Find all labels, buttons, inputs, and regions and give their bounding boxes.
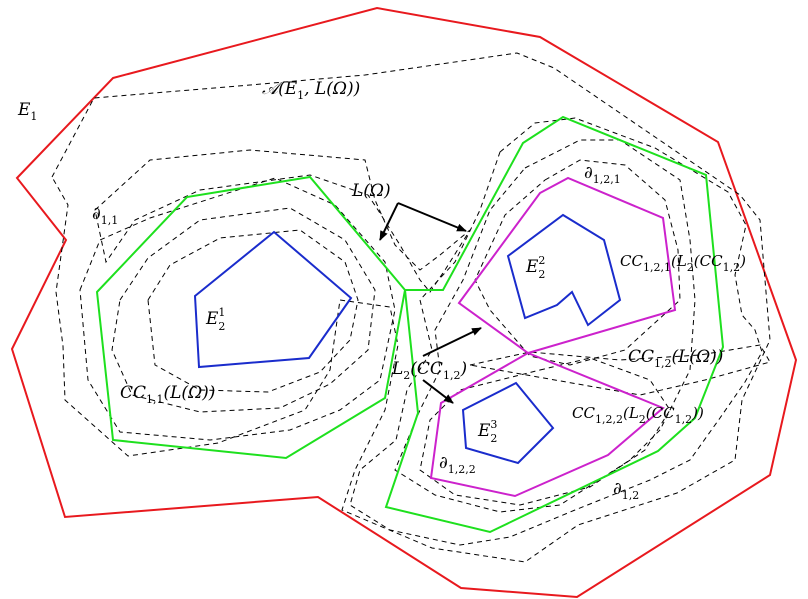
label-cc-1-2: CC1,2(L(Ω)) <box>628 347 723 370</box>
arrow-l-omega-left <box>379 202 399 241</box>
label-e1: E1 <box>17 100 37 123</box>
label-e2-1: E1 2 <box>205 306 225 333</box>
label-l-omega: L(Ω) <box>351 181 391 201</box>
annulus-outer-dashed <box>51 52 771 563</box>
sub-component-lower <box>429 351 665 498</box>
label-boundary-1-1: ∂1,1 <box>92 204 118 227</box>
label-l2-cc: L2(CC1,2) <box>391 359 467 382</box>
arrow-l2-lower <box>422 379 454 404</box>
label-boundary-1-2-2: ∂1,2,2 <box>439 453 476 476</box>
annulus-inner-dashed <box>94 149 471 293</box>
dashed-ring-left-1 <box>79 177 396 441</box>
label-cc-1-2-1: CC1,2,1(L2(CC1,2) <box>620 252 746 274</box>
dashed-ring-left-2 <box>111 207 376 413</box>
dashed-ring-right-5 <box>469 344 771 396</box>
label-cc-1-1: CC1,1(L(Ω)) <box>120 383 215 406</box>
dashed-ring-right-2 <box>394 139 696 513</box>
label-e2-3: E3 2 <box>477 418 497 445</box>
right-connected-component <box>384 115 725 534</box>
arrow-l-omega-right <box>397 202 467 232</box>
label-annulus: 𝒜(E1, L(Ω)) <box>262 79 360 102</box>
inner-set-2 <box>506 213 622 327</box>
label-cc-1-2-2: CC1,2,2(L2(CC1,2)) <box>572 404 704 426</box>
label-boundary-1-2-1: ∂1,2,1 <box>584 163 621 186</box>
outer-set-boundary <box>10 6 798 599</box>
dashed-ring-left-3 <box>147 229 359 393</box>
inner-set-1 <box>193 230 353 369</box>
dashed-ring-right-1 <box>349 117 763 546</box>
arrow-l2-upper <box>422 327 482 357</box>
label-e2-2: E2 2 <box>525 254 545 281</box>
left-connected-component <box>95 175 407 460</box>
label-boundary-1-2: ∂1,2 <box>613 479 639 502</box>
inner-set-3 <box>461 381 555 465</box>
dashed-ring-right-4 <box>419 357 671 506</box>
